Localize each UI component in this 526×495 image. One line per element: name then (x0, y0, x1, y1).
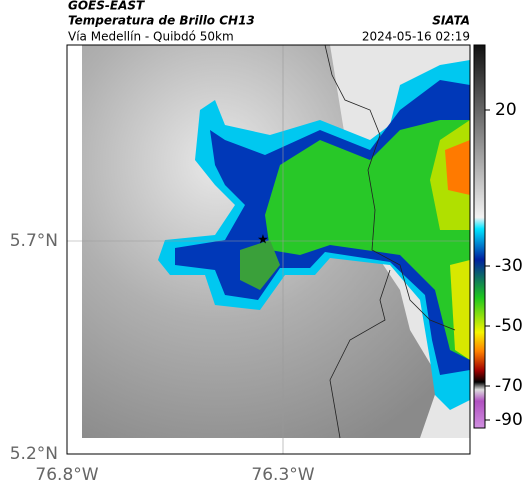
satellite-image: ★ (67, 44, 470, 454)
colorbar-tick-label: -70 (495, 376, 523, 396)
title: Temperatura de Brillo CH13 (68, 14, 255, 28)
colorbar (473, 44, 486, 429)
lon-label: 76.3°W (251, 465, 314, 485)
map-frame (66, 44, 471, 455)
lat-label: 5.2°N (10, 444, 58, 464)
lon-label: 76.8°W (35, 465, 98, 485)
colorbar-tick-label: -30 (495, 256, 523, 276)
colorbar-tick-label: -50 (495, 316, 523, 336)
subtitle: Vía Medellín - Quibdó 50km (68, 30, 234, 44)
agency: SIATA (432, 14, 470, 28)
source: GOES-EAST (68, 0, 145, 13)
colorbar-tick-label: 20 (495, 100, 517, 120)
svg-text:★: ★ (257, 233, 269, 248)
lat-label: 5.7°N (10, 231, 58, 251)
colorbar-tick-label: -90 (495, 410, 523, 430)
timestamp: 2024-05-16 02:19 (362, 30, 470, 44)
